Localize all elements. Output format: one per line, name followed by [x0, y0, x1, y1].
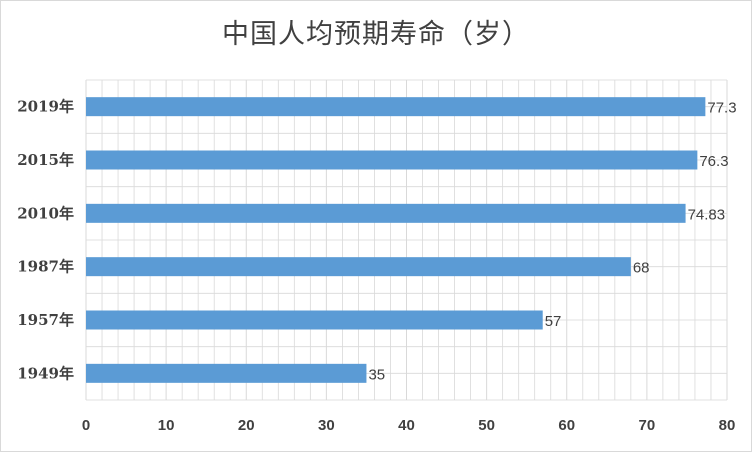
- bar: [86, 203, 686, 223]
- x-tick-label: 40: [398, 417, 415, 434]
- bar: [86, 150, 698, 170]
- data-label: 77.3: [707, 100, 736, 117]
- x-tick-label: 80: [719, 417, 736, 434]
- category-label: 2010年: [17, 204, 74, 222]
- chart-title: 中国人均预期寿命（岁）: [222, 19, 530, 50]
- x-tick-label: 20: [238, 417, 255, 434]
- category-label: 2019年: [17, 98, 74, 116]
- bar: [86, 310, 543, 330]
- category-label: 1987年: [17, 258, 74, 276]
- bar: [86, 97, 706, 117]
- data-label: 76.3: [699, 153, 728, 170]
- category-label: 1949年: [17, 364, 74, 382]
- data-label: 74.83: [688, 206, 726, 223]
- x-tick-label: 70: [639, 417, 656, 434]
- data-label: 35: [368, 366, 385, 383]
- x-tick-label: 30: [318, 417, 335, 434]
- x-tick-label: 10: [158, 417, 175, 434]
- x-tick-label: 50: [478, 417, 495, 434]
- bar-layer: [86, 97, 706, 383]
- bar: [86, 363, 367, 383]
- x-tick-label: 60: [558, 417, 575, 434]
- grid-layer: [85, 79, 728, 401]
- bar: [86, 257, 631, 277]
- x-tick-label: 0: [82, 417, 90, 434]
- data-label: 68: [633, 260, 650, 277]
- category-label: 2015年: [17, 151, 74, 169]
- data-label: 57: [545, 313, 562, 330]
- category-label: 1957年: [17, 311, 74, 329]
- label-layer: 0 10 20 30 40 50 60 70 80 2019年 77.3 2015年 76.3 2010年…: [17, 98, 736, 434]
